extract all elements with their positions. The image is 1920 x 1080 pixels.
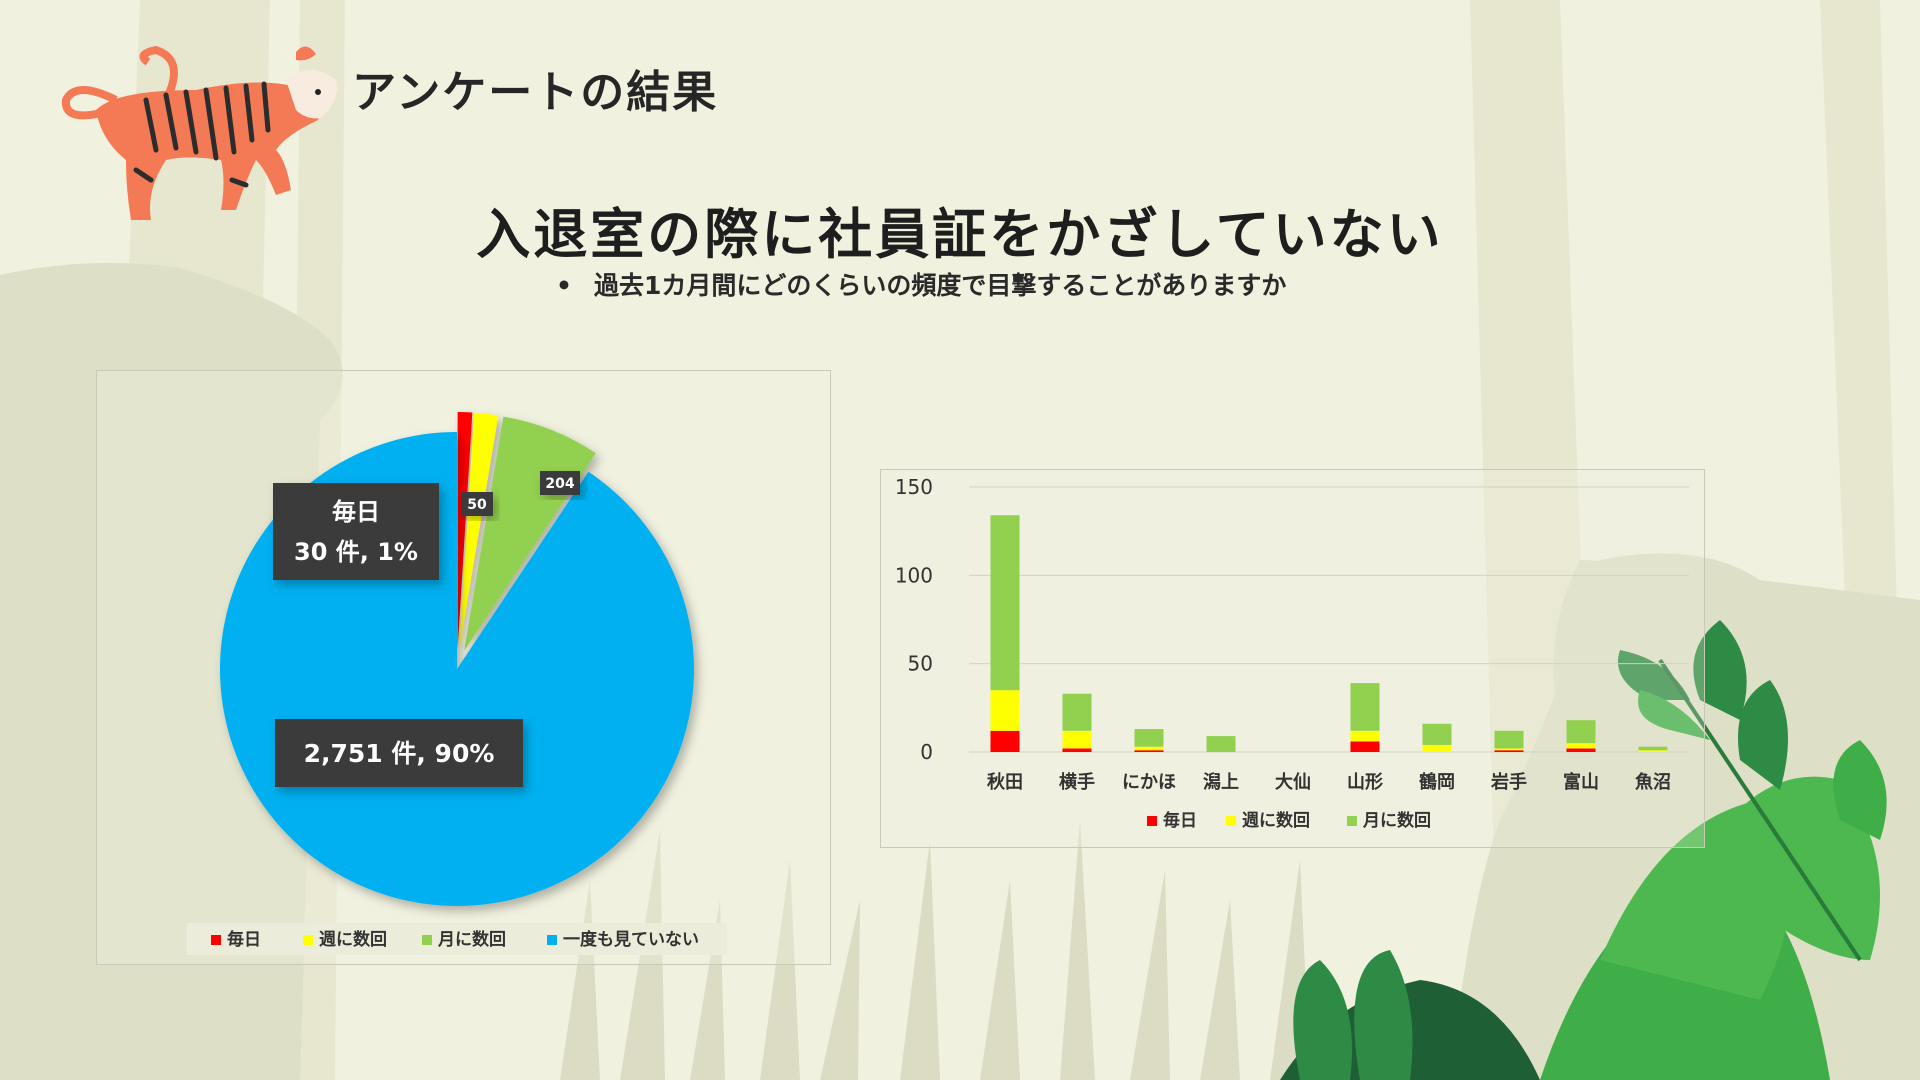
bar-chart-panel: 0 50 100 150 秋田 横手 にかほ 潟上 大仙 山形 鶴岡 岩手 富山 魚沼毎日 週に数回 月に数回 (880, 469, 1705, 848)
bar-legend: 毎日 週に数回 月に数回 (1147, 810, 1431, 831)
bar-legend-label: 週に数回 (1242, 810, 1310, 831)
bar-segment (1062, 693, 1092, 731)
tiger-illustration (61, 45, 337, 220)
bar-legend-swatch (1226, 816, 1236, 826)
pie-label-weekly-text: 50 (467, 497, 487, 513)
sub-question-text: 過去1カ月間にどのくらいの頻度で目撃することがありますか (593, 271, 1287, 300)
pie-legend-swatch (547, 935, 557, 945)
pie-slice-1 (459, 412, 499, 650)
bar-segment (1566, 743, 1596, 749)
sub-question: • 過去1カ月間にどのくらいの頻度で目撃することがありますか (556, 266, 1286, 302)
bar-x-tick: 横手 (1059, 771, 1095, 793)
bar-segment (990, 730, 1020, 752)
pie-label-monthly: 204 (540, 471, 580, 495)
bar-segment (1494, 730, 1524, 749)
bar-segment (1206, 736, 1236, 752)
bar-segment (1422, 723, 1452, 745)
bar-x-tick: にかほ (1122, 772, 1176, 793)
pie-legend-label: 一度も見ていない (563, 929, 699, 950)
pie-chart-panel: 毎日 30 件, 1% 50 204 2,751 件, 90% 毎日 週に数回 月に数回 一度も… (96, 370, 831, 965)
pie-label-monthly-text: 204 (545, 476, 574, 492)
pie-legend-label: 週に数回 (319, 929, 387, 950)
bar-legend-swatch (1147, 816, 1157, 826)
bar-segment (1566, 720, 1596, 744)
pie-label-never: 2,751 件, 90% (275, 719, 523, 787)
bar-x-tick: 富山 (1563, 771, 1599, 793)
bar-legend-swatch (1347, 816, 1357, 826)
bar-y-tick: 0 (920, 740, 933, 764)
bar-segment (1134, 750, 1164, 752)
bar-segment (1134, 729, 1164, 747)
pie-legend-swatch (303, 935, 313, 945)
pie-slice-0 (457, 412, 473, 650)
bar-legend-label: 毎日 (1163, 810, 1197, 831)
bar-segment (1350, 741, 1380, 752)
bar-x-tick: 鶴岡 (1419, 771, 1455, 793)
bar-x-tick: 大仙 (1275, 771, 1311, 793)
bar-segment (990, 515, 1020, 691)
bar-x-tick: 秋田 (987, 771, 1023, 793)
pie-legend-swatch (211, 935, 221, 945)
pie-label-daily-text: 30 件, 1% (294, 538, 418, 566)
bar-segment (1494, 748, 1524, 751)
pie-label-daily: 毎日 30 件, 1% (273, 483, 439, 580)
bar-x-tick: 潟上 (1203, 772, 1239, 793)
pie-label-weekly: 50 (461, 492, 493, 516)
bar-segment (1134, 746, 1164, 751)
slide-title: アンケートの結果 (352, 67, 719, 118)
bar-y-tick: 50 (908, 652, 933, 676)
pie-legend-swatch (422, 935, 432, 945)
bar-y-tick: 150 (895, 475, 933, 499)
bar-x-tick: 魚沼 (1635, 771, 1671, 793)
bar-segment (1062, 730, 1092, 749)
bar-x-tick: 岩手 (1490, 771, 1527, 793)
pie-legend-label: 月に数回 (437, 929, 506, 950)
pie-label-never-text: 2,751 件, 90% (304, 739, 495, 768)
bar-y-tick: 100 (895, 563, 933, 587)
bar-segment (990, 690, 1020, 731)
bar-segment (1350, 730, 1380, 742)
question-heading: 入退室の際に社員証をかざしていない (476, 203, 1444, 266)
bar-x-tick: 山形 (1347, 772, 1383, 793)
bullet: • (556, 271, 572, 300)
pie-legend-label: 毎日 (227, 929, 261, 950)
bar-segment (1350, 683, 1380, 731)
bar-segment (1062, 748, 1092, 752)
bar-segment (1566, 748, 1596, 752)
leaves (1280, 620, 1887, 1080)
bar-segment (1638, 746, 1668, 751)
pie-legend: 毎日 週に数回 月に数回 一度も見ていない (187, 923, 727, 955)
bar-segment (1494, 750, 1524, 752)
bar-legend-label: 月に数回 (1362, 810, 1431, 831)
pie-label-daily-text: 毎日 (332, 498, 380, 526)
bar-segment (1638, 750, 1668, 752)
bar-segment (1422, 744, 1452, 752)
